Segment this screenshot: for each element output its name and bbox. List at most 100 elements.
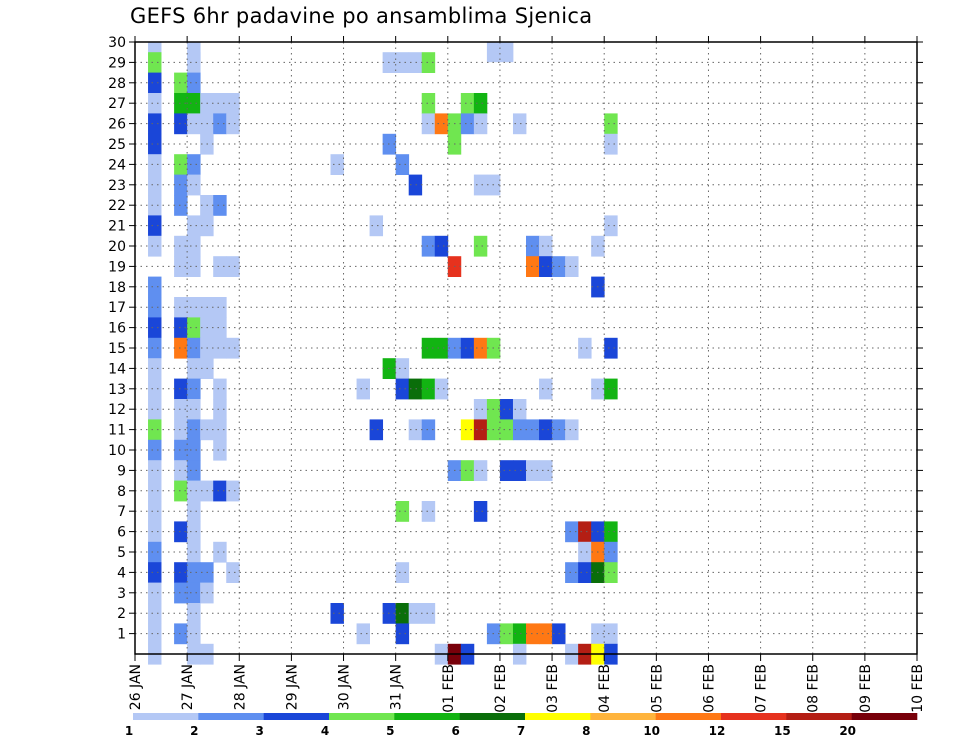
- y-tick-label: 19: [108, 259, 126, 275]
- heatmap-cell: [148, 521, 162, 543]
- heatmap-cell: [408, 174, 423, 196]
- heatmap-cell: [395, 154, 410, 175]
- heatmap-cell: [434, 337, 449, 359]
- heatmap-cell: [395, 358, 410, 379]
- heatmap-cell: [356, 378, 370, 400]
- x-tick-label: 27 JAN: [180, 664, 196, 710]
- heatmap-cell: [604, 521, 618, 543]
- heatmap-cell: [434, 378, 449, 400]
- heatmap-cell: [174, 337, 188, 359]
- heatmap-cell: [512, 460, 527, 481]
- heatmap-cell: [604, 337, 618, 359]
- heatmap-cell: [604, 541, 618, 563]
- heatmap-cell: [604, 623, 618, 645]
- colorbar-swatch: [721, 713, 787, 720]
- colorbar-label: 4: [321, 724, 329, 738]
- y-tick-label: 27: [108, 96, 126, 112]
- heatmap-cell: [565, 562, 579, 583]
- heatmap-cell: [148, 460, 162, 481]
- heatmap-cell: [421, 113, 436, 135]
- heatmap-cell: [526, 460, 540, 481]
- heatmap-cell: [187, 72, 201, 94]
- y-tick-label: 28: [108, 76, 126, 92]
- heatmap-cell: [512, 623, 527, 645]
- y-tick-label: 3: [117, 586, 126, 602]
- heatmap-cell: [539, 235, 553, 257]
- heatmap-cell: [187, 215, 201, 237]
- heatmap-cell: [486, 42, 501, 63]
- x-tick-label: 04 FEB: [597, 664, 613, 713]
- heatmap-cell: [512, 113, 527, 135]
- heatmap-cell: [526, 256, 540, 277]
- heatmap-cell: [473, 337, 488, 359]
- y-tick-label: 11: [108, 423, 126, 439]
- heatmap-cell: [604, 113, 618, 135]
- heatmap-cell: [148, 93, 162, 114]
- heatmap-cell: [213, 480, 227, 502]
- cells-group: [148, 42, 618, 665]
- colorbar-swatch: [525, 713, 591, 720]
- colorbar-label: 5: [386, 724, 394, 738]
- heatmap-cell: [604, 215, 618, 237]
- heatmap-cell: [187, 297, 201, 318]
- heatmap-cell: [226, 113, 240, 135]
- heatmap-cell: [148, 501, 162, 522]
- heatmap-cell: [460, 419, 475, 441]
- heatmap-cell: [187, 582, 201, 604]
- heatmap-cell: [539, 419, 553, 441]
- heatmap-cell: [148, 603, 162, 624]
- heatmap-cell: [395, 603, 410, 624]
- heatmap-cell: [174, 460, 188, 481]
- colorbar-label: 1: [125, 724, 133, 738]
- y-tick-label: 1: [117, 627, 126, 643]
- y-tick-label: 2: [117, 606, 126, 622]
- heatmap-cell: [187, 521, 201, 543]
- heatmap-cell: [187, 399, 201, 420]
- heatmap-cell: [187, 337, 201, 359]
- y-tick-label: 4: [117, 565, 126, 581]
- heatmap-cell: [213, 439, 227, 461]
- heatmap-cell: [408, 419, 423, 441]
- y-tick-label: 5: [117, 545, 126, 561]
- heatmap-cell: [148, 541, 162, 563]
- chart-title: GEFS 6hr padavine po ansamblima Sjenica: [130, 4, 593, 28]
- x-tick-label: 02 FEB: [493, 664, 509, 713]
- heatmap-cell: [460, 337, 475, 359]
- heatmap-cell: [526, 623, 540, 645]
- heatmap-cell: [174, 72, 188, 94]
- x-tick-label: 05 FEB: [649, 664, 665, 713]
- y-tick-label: 14: [108, 361, 126, 377]
- heatmap-cell: [395, 501, 410, 522]
- heatmap-cell: [187, 623, 201, 645]
- heatmap-cell: [174, 113, 188, 135]
- heatmap-cell: [330, 603, 344, 624]
- heatmap-cell: [187, 174, 201, 196]
- heatmap-cell: [174, 399, 188, 420]
- heatmap-cell: [526, 419, 540, 441]
- heatmap-cell: [148, 174, 162, 196]
- y-tick-label: 24: [108, 157, 126, 173]
- heatmap-cell: [148, 297, 162, 318]
- heatmap-cell: [187, 93, 201, 114]
- y-tick-label: 13: [108, 382, 126, 398]
- x-tick-label: 08 FEB: [806, 664, 822, 713]
- heatmap-cell: [187, 358, 201, 379]
- heatmap-cell: [174, 521, 188, 543]
- y-tick-label: 22: [108, 198, 126, 214]
- heatmap-cell: [539, 378, 553, 400]
- colorbar-swatch: [198, 713, 264, 720]
- heatmap-cell: [395, 52, 410, 73]
- heatmap-cell: [565, 256, 579, 277]
- heatmap-cell: [213, 256, 227, 277]
- heatmap-cell: [213, 419, 227, 441]
- heatmap-cell: [213, 93, 227, 114]
- heatmap-cell: [187, 603, 201, 624]
- heatmap-cell: [148, 72, 162, 94]
- heatmap-cell: [421, 501, 436, 522]
- heatmap-cell: [369, 419, 384, 441]
- heatmap-cell: [460, 113, 475, 135]
- heatmap-cell: [421, 603, 436, 624]
- heatmap-cell: [187, 419, 201, 441]
- heatmap-cell: [174, 256, 188, 277]
- heatmap-cell: [174, 562, 188, 583]
